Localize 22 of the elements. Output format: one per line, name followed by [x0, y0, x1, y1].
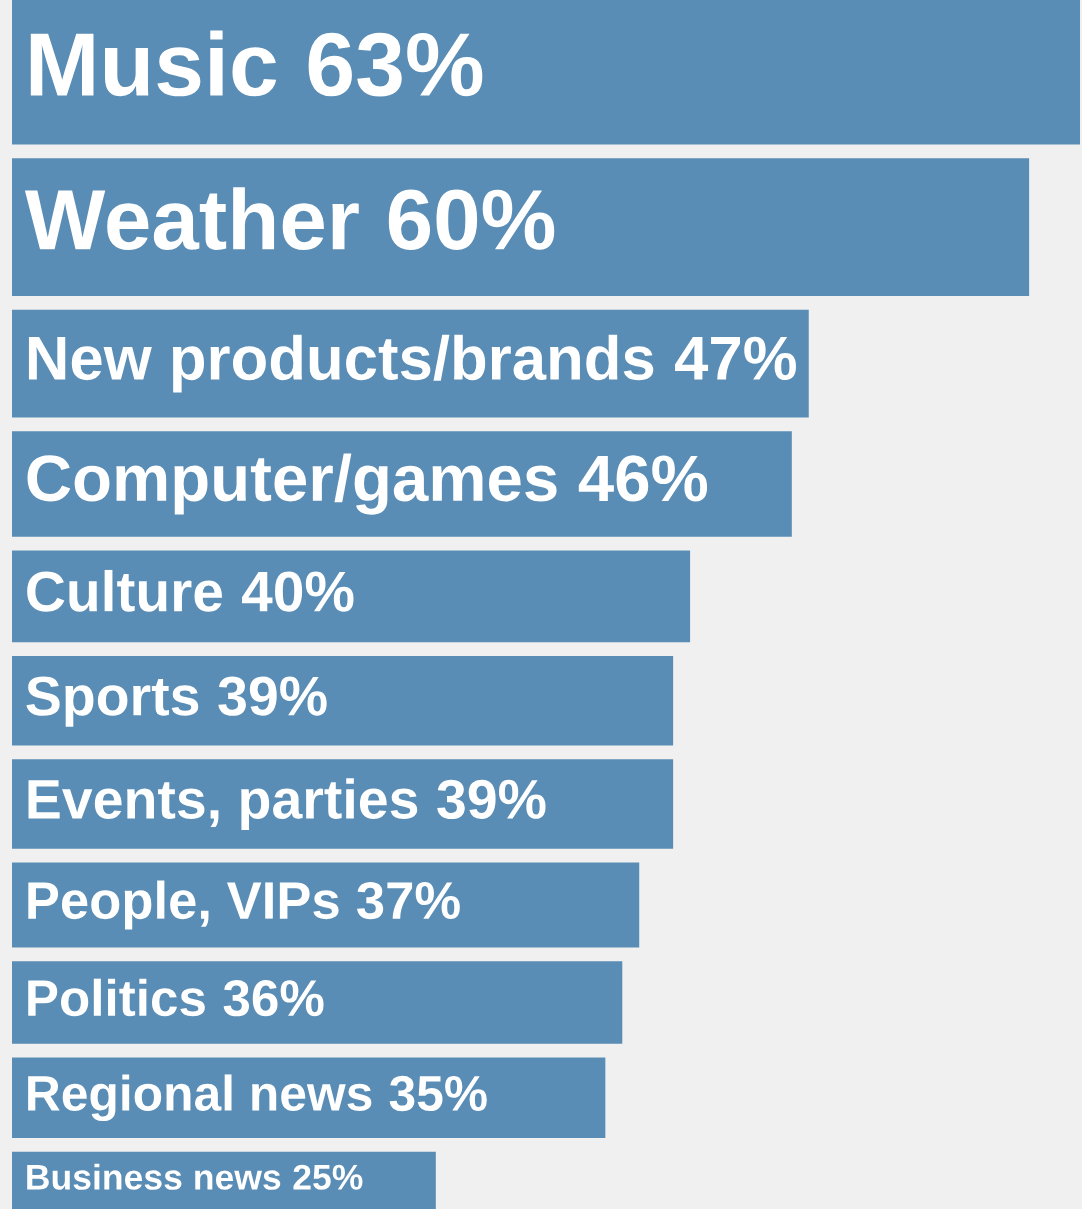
- y-tick-label: Business news: [27, 1163, 281, 1190]
- data-label: 63%: [308, 32, 483, 97]
- y-tick-label: Music: [30, 30, 277, 97]
- y-tick-label: Culture: [27, 569, 222, 612]
- y-tick-label: Computer/games: [27, 453, 557, 515]
- y-tick-label: Politics: [28, 978, 205, 1017]
- y-tick-label: People, VIPs: [28, 880, 339, 930]
- y-tick-label: Sports: [26, 676, 199, 727]
- data-label: 60%: [388, 189, 555, 251]
- data-label: 25%: [293, 1164, 363, 1190]
- data-label: 35%: [389, 1075, 487, 1112]
- data-label: 39%: [437, 779, 546, 820]
- y-tick-label: New products/brands: [28, 334, 654, 393]
- y-tick-label: Weather: [24, 187, 359, 251]
- data-label: 40%: [242, 571, 354, 612]
- data-label: 37%: [357, 881, 460, 920]
- data-label: 46%: [578, 455, 708, 502]
- y-tick-label: Regional news: [28, 1074, 372, 1122]
- data-label: 36%: [223, 980, 324, 1017]
- data-label: 39%: [218, 676, 327, 716]
- data-label: 47%: [675, 336, 796, 381]
- y-tick-label: Events, parties: [28, 778, 418, 830]
